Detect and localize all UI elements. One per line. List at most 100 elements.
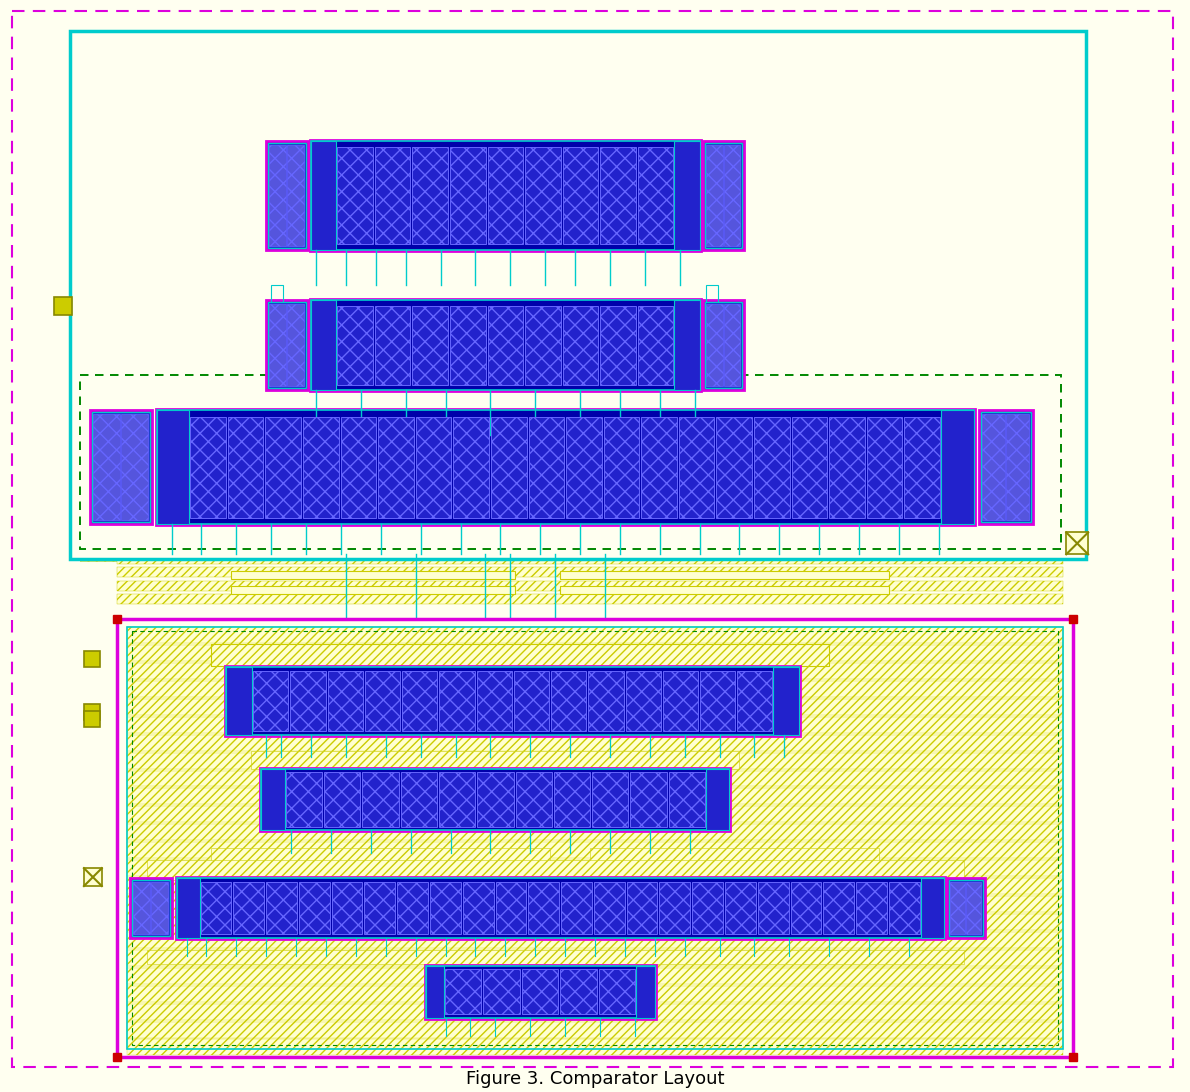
Bar (132, 631, 1058, 1045)
Bar (70, 135, 1086, 155)
Bar (303, 417, 339, 518)
Bar (157, 410, 189, 524)
Bar (127, 914, 1063, 930)
Bar (659, 881, 690, 935)
Bar (556, 91, 934, 180)
Bar (127, 752, 1063, 769)
Bar (450, 306, 486, 384)
Bar (1070, 615, 1077, 624)
Bar (528, 417, 564, 518)
Bar (981, 412, 1032, 522)
Bar (70, 94, 1086, 112)
Bar (725, 881, 756, 935)
Bar (525, 147, 560, 244)
Bar (678, 417, 714, 518)
Bar (525, 306, 560, 384)
Bar (560, 586, 889, 594)
Bar (663, 670, 699, 731)
Bar (80, 375, 1061, 549)
Bar (176, 877, 945, 939)
Bar (311, 299, 701, 391)
Bar (941, 410, 973, 524)
Bar (127, 986, 1063, 1001)
Bar (127, 1040, 1063, 1056)
Bar (80, 530, 1061, 549)
Bar (267, 881, 298, 935)
Bar (693, 881, 724, 935)
Bar (791, 417, 827, 518)
Bar (156, 408, 975, 525)
Bar (483, 969, 520, 1014)
Bar (514, 670, 549, 731)
Bar (70, 178, 1086, 197)
Bar (127, 735, 1063, 750)
Bar (70, 345, 1086, 364)
Bar (566, 417, 602, 518)
Bar (117, 619, 1073, 1057)
Bar (127, 627, 1063, 1049)
Bar (491, 417, 526, 518)
Bar (889, 881, 920, 935)
Bar (70, 157, 1086, 176)
Bar (402, 670, 438, 731)
Bar (290, 670, 326, 731)
Bar (127, 699, 1063, 715)
Bar (269, 305, 286, 385)
Bar (127, 878, 1063, 894)
Bar (401, 772, 437, 827)
Bar (311, 300, 337, 390)
Bar (453, 417, 489, 518)
Bar (226, 667, 252, 735)
Bar (70, 366, 1086, 385)
Bar (70, 240, 1086, 260)
Bar (560, 571, 889, 579)
Bar (117, 594, 1063, 604)
Bar (70, 283, 1086, 301)
Bar (415, 417, 451, 518)
Bar (754, 417, 790, 518)
Bar (113, 1054, 120, 1061)
Bar (1066, 533, 1088, 555)
Bar (324, 772, 361, 827)
Bar (90, 410, 151, 524)
Bar (856, 881, 887, 935)
Bar (117, 555, 1063, 565)
Bar (702, 300, 745, 390)
Bar (375, 147, 411, 244)
Bar (157, 410, 973, 524)
Bar (528, 881, 559, 935)
Bar (70, 387, 1086, 406)
Bar (262, 769, 729, 830)
Bar (724, 305, 740, 385)
Bar (515, 772, 552, 827)
Bar (413, 306, 447, 384)
Bar (311, 300, 700, 390)
Bar (1070, 1054, 1077, 1061)
Bar (477, 772, 514, 827)
Bar (495, 881, 526, 935)
Bar (70, 533, 1086, 553)
Bar (950, 882, 965, 934)
Bar (92, 412, 150, 522)
Bar (563, 306, 599, 384)
Bar (669, 772, 706, 827)
Bar (127, 931, 1063, 948)
Bar (866, 417, 902, 518)
Bar (267, 141, 308, 250)
Bar (70, 512, 1086, 532)
Bar (286, 772, 322, 827)
Bar (904, 417, 940, 518)
Bar (80, 375, 1061, 549)
Bar (774, 667, 800, 735)
Bar (626, 670, 660, 731)
Bar (70, 199, 1086, 217)
Bar (228, 417, 263, 518)
Bar (445, 969, 482, 1014)
Bar (702, 141, 745, 250)
Bar (439, 772, 475, 827)
Bar (675, 300, 700, 390)
Bar (262, 769, 284, 830)
Bar (127, 680, 1063, 697)
Bar (117, 567, 1063, 578)
Bar (127, 824, 1063, 840)
